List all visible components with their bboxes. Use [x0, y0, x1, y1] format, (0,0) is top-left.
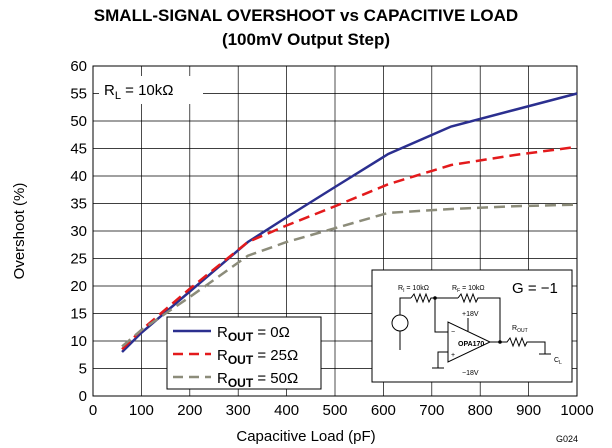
plot-frame: [92, 65, 578, 397]
inset-box: [371, 269, 573, 383]
y-tick-label-7: 35: [70, 196, 87, 213]
ri-resistor: [410, 292, 435, 304]
cl-label: CL: [554, 357, 562, 366]
y-tick-label-4: 20: [70, 278, 87, 295]
wire-source-top: [399, 297, 411, 315]
series-line-1: [121, 145, 578, 351]
y-tick-label-1: 5: [79, 361, 87, 378]
y-tick-label-8: 40: [70, 168, 87, 185]
vpos-label: +18V: [462, 311, 479, 318]
y-tick-label-12: 60: [70, 58, 87, 75]
rout-label: ROUT: [512, 325, 528, 334]
y-tick-label-3: 15: [70, 306, 87, 323]
y-tick-label-9: 45: [70, 141, 87, 158]
x-tick-label-9: 900: [516, 402, 541, 419]
figure-id: G024: [556, 434, 578, 444]
noninverting-sign: +: [451, 352, 455, 359]
ri-label: RI = 10kΩ: [398, 285, 429, 294]
legend-label-2: ROUT = 50Ω: [217, 370, 298, 390]
output-node: [498, 340, 502, 344]
rl-annotation: RL = 10kΩ: [104, 82, 173, 102]
inset-gain: G = −1: [512, 280, 558, 297]
y-tick-label-10: 50: [70, 113, 87, 130]
chart-subtitle: (100mV Output Step): [221, 30, 391, 49]
x-tick-label-7: 700: [419, 402, 444, 419]
wire-inverting: [434, 298, 448, 333]
vneg-label: −18V: [462, 370, 479, 377]
x-tick-label-1: 100: [129, 402, 154, 419]
x-tick-label-2: 200: [177, 402, 202, 419]
rout-resistor: [490, 336, 546, 354]
y-tick-label-2: 10: [70, 333, 87, 350]
opamp-symbol: [447, 321, 492, 363]
wire-noninverting: [437, 351, 448, 368]
x-axis-label: Capacitive Load (pF): [236, 428, 375, 445]
rf-label: RF = 10kΩ: [452, 285, 485, 294]
legend: ROUT = 0Ω ROUT = 25Ω ROUT = 50Ω: [166, 316, 322, 390]
series-line-2: [121, 203, 578, 348]
rl-annotation-bg: [99, 76, 203, 104]
x-tick-label-0: 0: [89, 402, 97, 419]
series-group: [121, 92, 578, 353]
y-axis-label: Overshoot (%): [11, 183, 28, 280]
inset-schematic: G = −1 RI = 10kΩ RF = 10kΩ OPA170 − + +1…: [371, 269, 573, 383]
x-tick-label-4: 400: [274, 402, 299, 419]
inverting-sign: −: [451, 329, 455, 336]
rf-resistor: [457, 292, 501, 343]
y-tick-label-6: 30: [70, 223, 87, 240]
opamp-label: OPA170: [458, 341, 484, 348]
x-tick-label-5: 500: [322, 402, 347, 419]
x-tick-label-3: 300: [226, 402, 251, 419]
tick-labels: 0 100 200 300 400 500 600 700 800 900 1000 0 5 10 15 20…: [70, 58, 593, 419]
y-tick-label-0: 0: [79, 388, 87, 405]
x-tick-label-10: 1000: [560, 402, 593, 419]
chart-title: SMALL-SIGNAL OVERSHOOT vs CAPACITIVE LOA…: [93, 6, 519, 25]
y-tick-label-11: 55: [70, 86, 87, 103]
x-tick-label-8: 800: [468, 402, 493, 419]
legend-label-1: ROUT = 25Ω: [217, 347, 298, 367]
legend-label-0: ROUT = 0Ω: [217, 324, 290, 344]
y-tick-label-5: 25: [70, 251, 87, 268]
x-tick-label-6: 600: [371, 402, 396, 419]
